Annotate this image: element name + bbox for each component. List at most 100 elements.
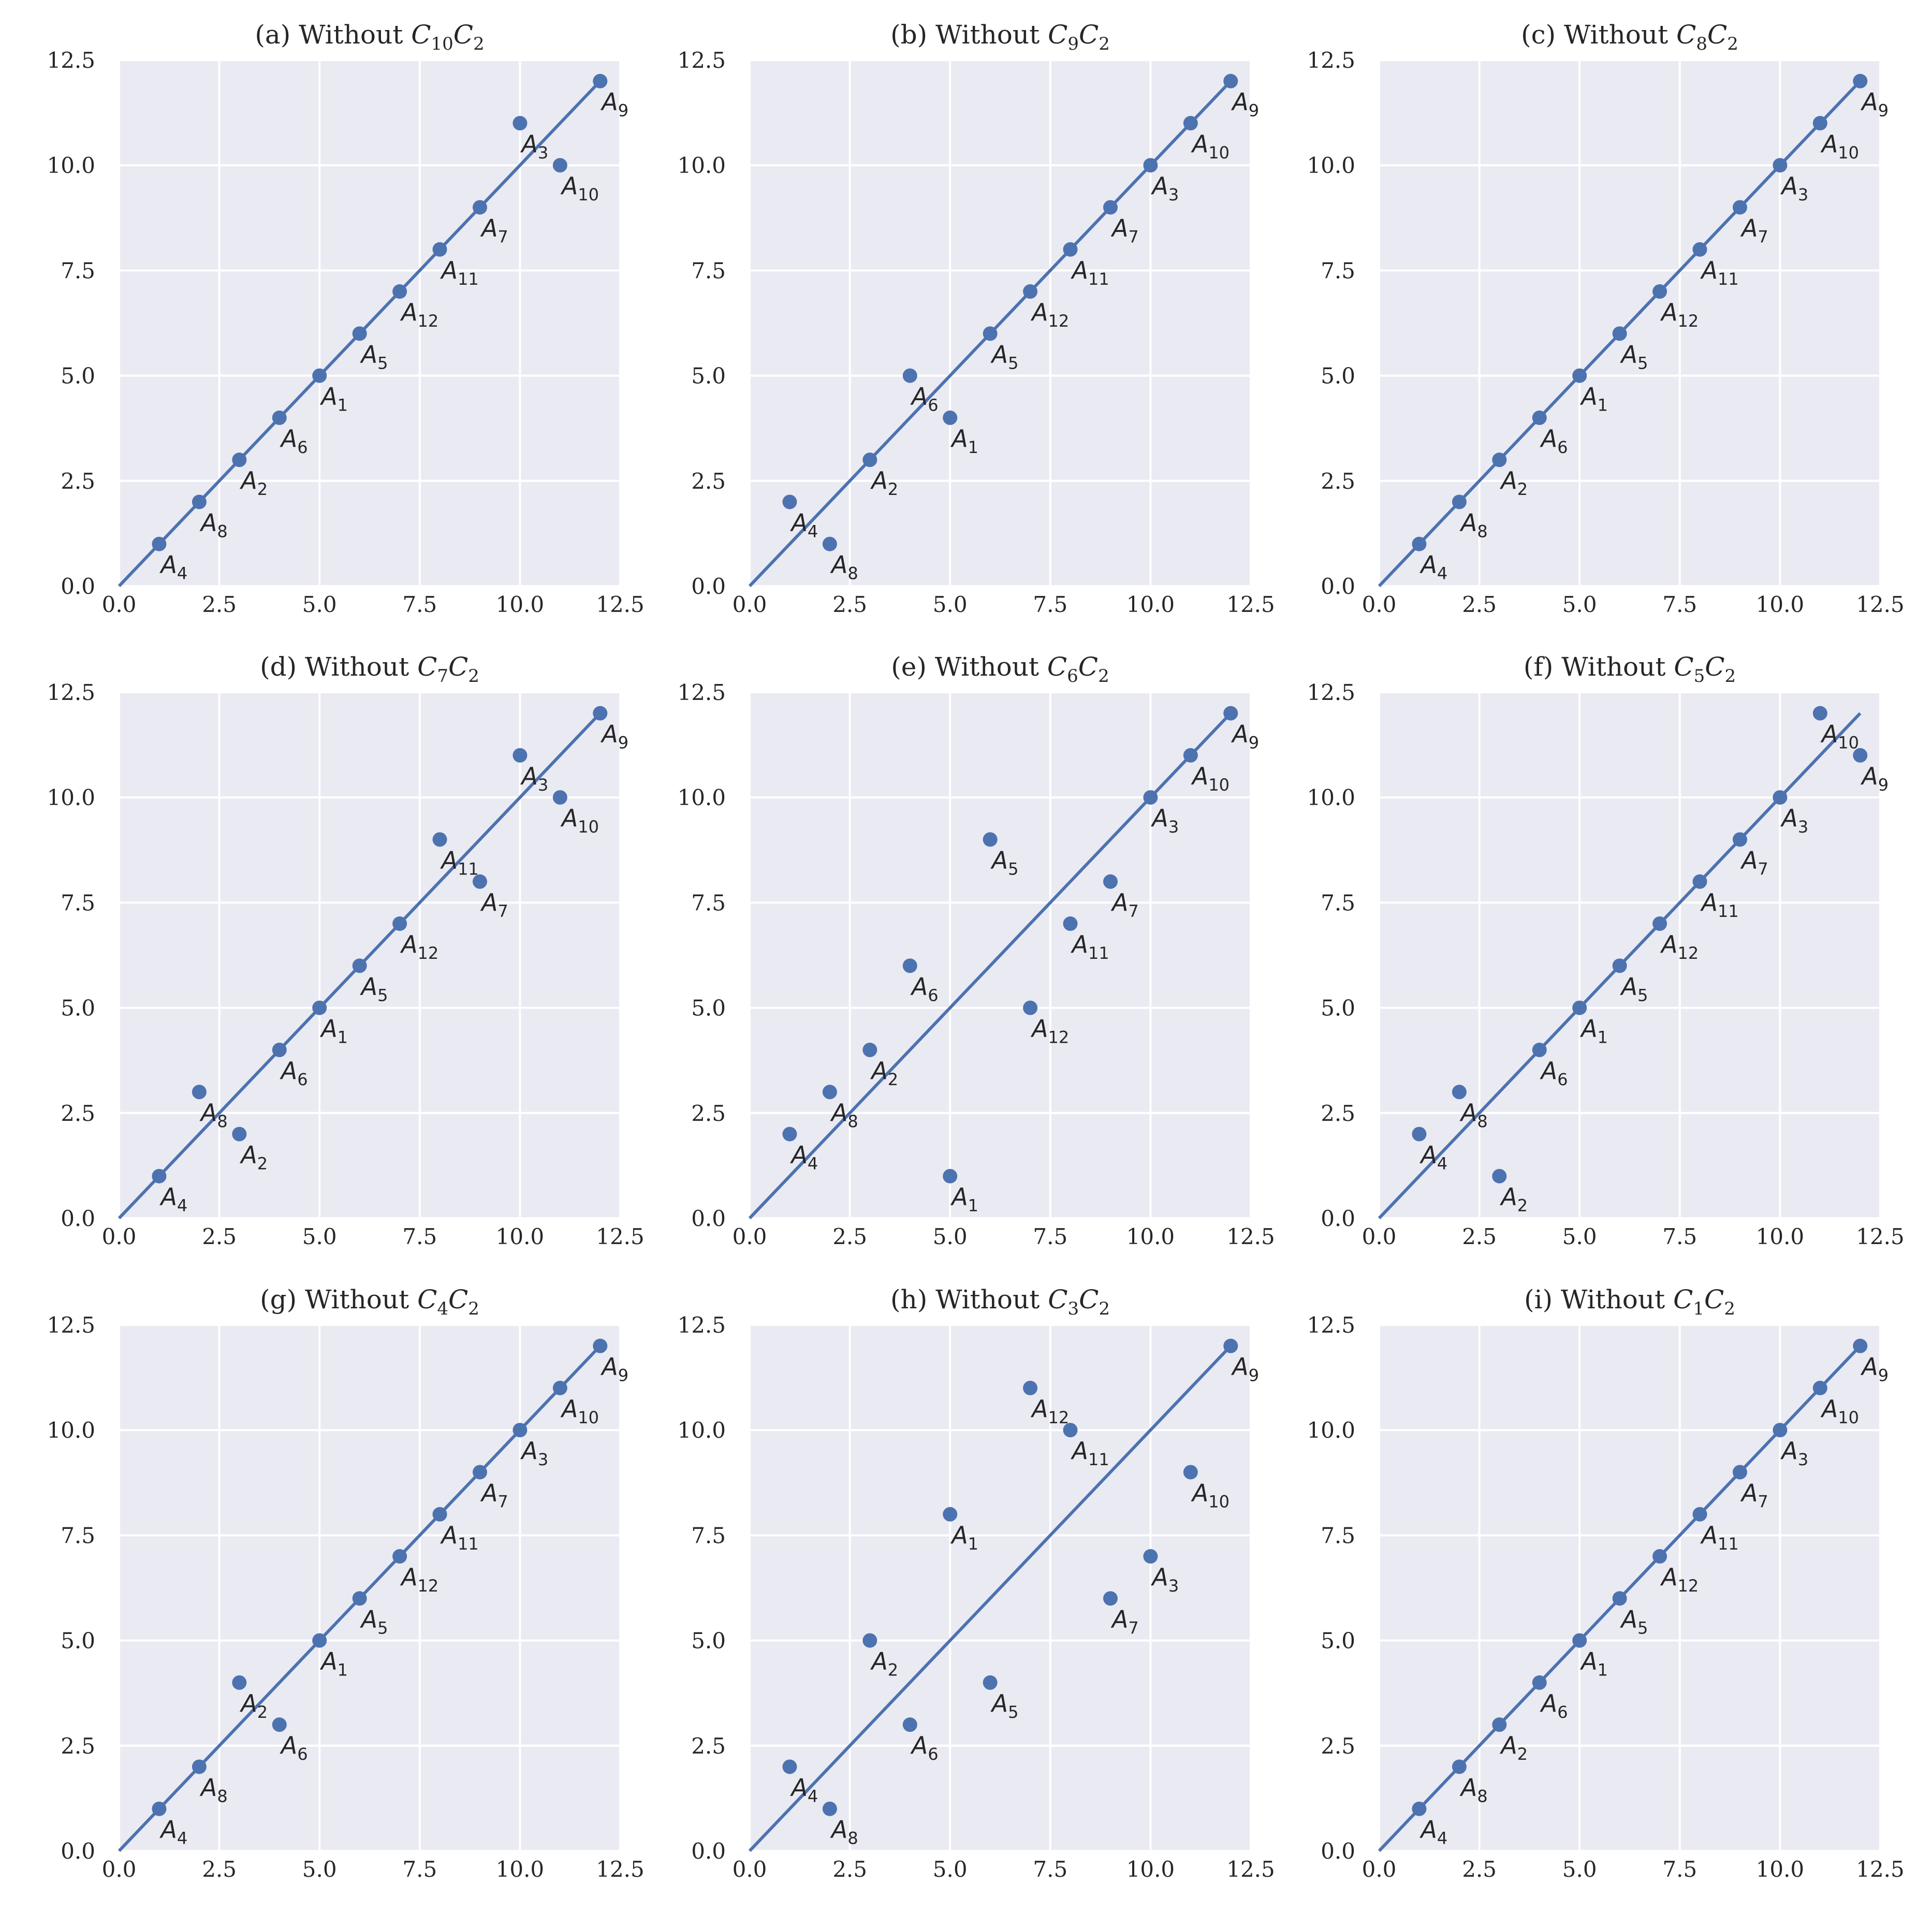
point-label: A4 — [1419, 551, 1447, 583]
data-point — [312, 1633, 327, 1648]
x-tick-label: 7.5 — [1033, 1224, 1067, 1249]
x-tick-label: 5.0 — [933, 1857, 968, 1882]
data-point — [983, 1675, 998, 1690]
y-tick-label: 10.0 — [677, 1418, 726, 1443]
y-tick-label: 2.5 — [61, 469, 95, 494]
point-label: A12 — [1030, 1395, 1069, 1427]
x-tick-label: 0.0 — [733, 592, 767, 617]
point-label: A3 — [1780, 172, 1808, 205]
data-point — [1452, 1759, 1467, 1774]
x-tick-label: 5.0 — [933, 592, 968, 617]
point-label: A6 — [910, 972, 939, 1005]
scatter-panel: 0.0 2.5 5.0 7.5 10.0 12.5 0.0 2.5 5.0 7.5 10.0 12.5… — [47, 1285, 644, 1882]
data-point — [1063, 242, 1078, 257]
point-label: A8 — [830, 1099, 858, 1131]
point-label: A5 — [360, 1605, 388, 1638]
point-label: A1 — [1579, 1015, 1608, 1047]
point-label: A4 — [159, 551, 187, 583]
y-tick-label: 10.0 — [1307, 153, 1355, 178]
data-point — [392, 284, 407, 299]
data-point — [1853, 74, 1868, 89]
point-label: A2 — [1499, 1183, 1528, 1216]
data-point — [1103, 200, 1118, 215]
data-point — [1143, 158, 1158, 173]
y-tick-label: 0.0 — [691, 574, 726, 599]
point-label: A10 — [560, 804, 599, 837]
panel-title: (c) Without C8C2 — [1521, 20, 1738, 54]
data-point — [1063, 916, 1078, 931]
data-point — [782, 1759, 797, 1774]
point-label: A9 — [1860, 88, 1889, 121]
point-label: A4 — [789, 1141, 818, 1173]
x-tick-label: 10.0 — [1756, 1857, 1805, 1882]
y-tick-label: 0.0 — [691, 1838, 726, 1864]
point-label: A9 — [1231, 720, 1259, 753]
data-point — [272, 410, 287, 425]
point-label: A8 — [1459, 508, 1488, 541]
scatter-panel: 0.0 2.5 5.0 7.5 10.0 12.5 0.0 2.5 5.0 7.5 10.0 12.5… — [677, 1285, 1275, 1882]
data-point — [1612, 326, 1627, 341]
y-tick-label: 7.5 — [1321, 890, 1355, 915]
y-tick-label: 7.5 — [1321, 258, 1355, 283]
point-label: A3 — [1150, 1563, 1179, 1596]
data-point — [392, 1549, 407, 1564]
data-point — [1183, 1465, 1198, 1480]
y-tick-label: 12.5 — [47, 1312, 95, 1338]
data-point — [472, 1465, 487, 1480]
data-point — [513, 1423, 528, 1438]
point-label: A3 — [520, 762, 548, 795]
point-label: A9 — [600, 88, 628, 121]
x-tick-label: 0.0 — [733, 1857, 767, 1882]
data-point — [1023, 284, 1038, 299]
x-tick-label: 12.5 — [1226, 592, 1275, 617]
data-point — [513, 115, 528, 130]
point-label: A8 — [830, 1816, 858, 1848]
panel-title: (e) Without C6C2 — [891, 652, 1109, 687]
point-label: A3 — [520, 1437, 548, 1469]
point-label: A1 — [950, 1521, 978, 1554]
point-label: A1 — [319, 1015, 348, 1047]
data-point — [1023, 1000, 1038, 1015]
point-label: A2 — [1499, 466, 1528, 499]
data-point — [1853, 1338, 1868, 1353]
point-label: A8 — [199, 508, 228, 541]
data-point — [232, 453, 247, 468]
x-tick-label: 0.0 — [733, 1224, 767, 1249]
y-tick-label: 7.5 — [691, 1523, 726, 1548]
point-label: A12 — [400, 298, 438, 331]
data-point — [1532, 1042, 1547, 1057]
point-label: A3 — [1780, 804, 1808, 837]
data-point — [862, 1042, 877, 1057]
scatter-panel: 0.0 2.5 5.0 7.5 10.0 12.5 0.0 2.5 5.0 7.5 10.0 12.5… — [1307, 1285, 1904, 1882]
data-point — [902, 1717, 917, 1732]
point-label: A1 — [1579, 1647, 1608, 1680]
x-tick-label: 12.5 — [1226, 1857, 1275, 1882]
data-point — [862, 453, 877, 468]
data-point — [1812, 115, 1827, 130]
point-label: A7 — [1110, 888, 1139, 921]
data-point — [1812, 1380, 1827, 1395]
point-label: A7 — [1740, 846, 1768, 879]
y-tick-label: 7.5 — [61, 890, 95, 915]
y-tick-label: 10.0 — [677, 785, 726, 810]
x-tick-label: 12.5 — [1856, 592, 1905, 617]
x-tick-label: 2.5 — [1462, 1224, 1497, 1249]
y-tick-label: 7.5 — [61, 1523, 95, 1548]
data-point — [1773, 1423, 1788, 1438]
point-label: A1 — [950, 425, 978, 457]
data-point — [432, 832, 447, 847]
y-tick-label: 2.5 — [1321, 1101, 1355, 1126]
x-tick-label: 0.0 — [102, 1857, 137, 1882]
point-label: A6 — [910, 1731, 939, 1764]
data-point — [392, 916, 407, 931]
data-point — [432, 1507, 447, 1522]
y-tick-label: 2.5 — [1321, 469, 1355, 494]
x-tick-label: 7.5 — [402, 592, 437, 617]
point-label: A9 — [1860, 1353, 1889, 1385]
point-label: A1 — [319, 1647, 348, 1680]
point-label: A6 — [910, 383, 939, 415]
y-tick-label: 0.0 — [61, 574, 95, 599]
data-point — [272, 1717, 287, 1732]
data-point — [1612, 958, 1627, 973]
